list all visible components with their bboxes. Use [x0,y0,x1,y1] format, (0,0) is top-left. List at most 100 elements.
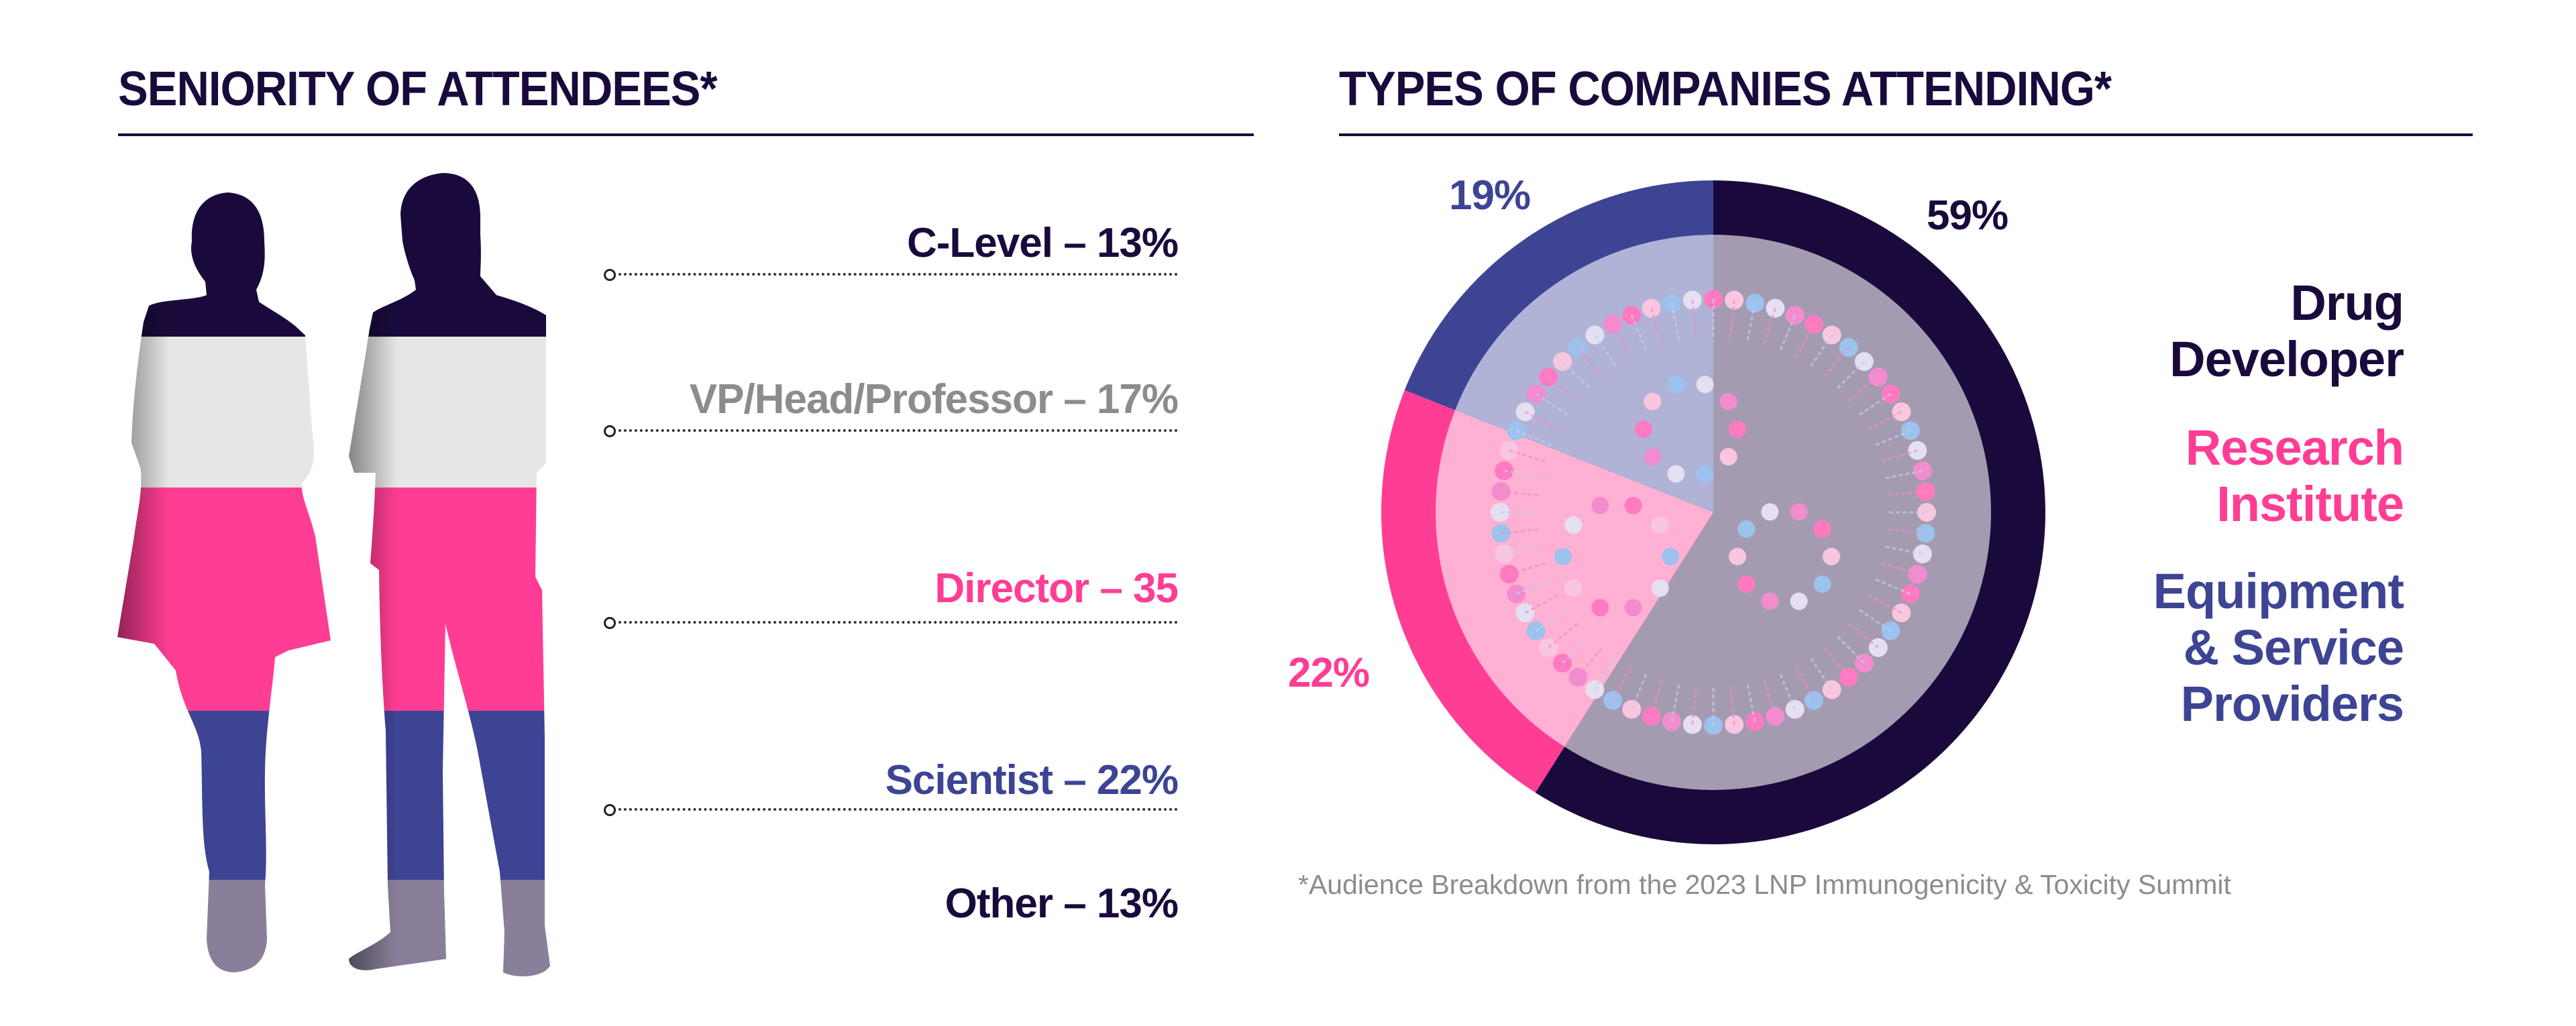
lipid-tail [1503,469,1544,480]
seniority-divider [118,133,1254,136]
lipid-tail [1630,671,1648,710]
lipid-tail [1670,302,1681,343]
companies-title: TYPES OF COMPANIES ATTENDING* [1339,62,2112,116]
lipid-tail [1509,561,1548,575]
legend-research-institute: Research Institute [2186,420,2404,532]
lipid-tail [1822,645,1849,678]
lipid-dot [1790,592,1808,610]
lipid-tail [1501,528,1542,534]
legend-text: & Service [2183,620,2404,675]
lipid-dot [1761,503,1779,521]
lipid-tail [1630,315,1648,353]
lipid-tail [1846,376,1879,404]
lipid-dot [1624,599,1642,617]
lipid-tail [1515,429,1554,447]
companies-divider [1339,133,2473,136]
lipid-dot [1564,516,1582,534]
lipid-tail [1524,410,1562,432]
lipid-tail [1809,655,1833,691]
lipid-tail [1691,684,1698,725]
lipid-tail [1885,528,1926,534]
lipid-dot [1644,392,1662,410]
lipid-dot [1761,592,1779,610]
lipid-dot [1624,496,1642,514]
lipid-dot [1591,599,1609,617]
lipid-dot [1737,520,1756,538]
lipid-tail [1562,361,1592,391]
legend-drug-developer: Drug Developer [2169,275,2404,388]
pie-label-equipment: 19% [1449,172,1531,219]
lipid-dot [1729,420,1746,438]
lipid-tail [1809,334,1833,369]
lipid-dot [1651,579,1669,597]
lipid-dot [1729,548,1746,565]
leader-line-vp [604,425,1178,437]
lipid-tail [1650,308,1664,347]
lipid-tail [1577,347,1605,380]
lipid-tail [1872,577,1911,595]
lipid-tail [1562,634,1592,664]
lipid-tail [1611,664,1633,701]
lipid-tail [1885,490,1926,497]
seniority-label-vp: VP/Head/Professor – 17% [689,376,1179,422]
lipid-dot [1591,496,1609,514]
lipid-tail [1856,393,1892,417]
lipid-dot [1635,420,1652,438]
lipid-tail [1501,490,1542,497]
legend-text: Providers [2180,676,2404,732]
leader-line-c-level [604,269,1178,281]
seniority-label-other: Other – 13% [945,880,1179,927]
footnote: *Audience Breakdown from the 2023 LNP Im… [1298,869,2231,900]
lipid-tail [1794,664,1815,701]
lipid-tail [1762,308,1776,347]
lipid-tail [1794,323,1815,361]
lipid-dot [1823,548,1840,565]
lipid-tail [1577,645,1605,678]
lipid-dot [1719,448,1737,466]
lipid-tail [1872,429,1911,447]
lipid-tail [1594,655,1618,691]
lipid-tail [1746,681,1756,722]
lipid-tail [1865,410,1902,432]
lipid-dot [1813,575,1831,593]
lipid-tail [1882,545,1923,555]
seniority-label-director: Director – 35 [934,565,1179,612]
pie-label-drug: 59% [1927,192,2008,239]
legend-text: Developer [2169,331,2404,387]
lipid-dot [1564,579,1582,597]
seniority-label-scientist: Scientist – 22% [885,757,1179,803]
lipid-tail [1729,684,1735,725]
leader-line-scientist [604,804,1178,816]
lipid-dot [1696,465,1714,483]
lipid-tail [1856,608,1892,632]
lipid-dot [1696,376,1714,394]
lipid-tail [1535,608,1570,632]
lipid-tail [1729,300,1735,341]
lipid-dot [1790,503,1808,521]
lipid-tail [1650,677,1664,717]
lipid-tail [1691,300,1698,341]
lipid-tail [1822,347,1849,380]
lipid-tail [1835,634,1865,664]
lipid-tail [1515,577,1554,595]
lipid-tail [1548,621,1580,648]
lipid-tail [1778,671,1796,710]
lipid-tail [1746,302,1756,343]
legend-text: Institute [2216,476,2404,532]
seniority-title: SENIORITY OF ATTENDEES* [118,62,718,116]
lipid-tail [1548,376,1580,404]
nanoparticle-illustration [1491,290,1936,735]
legend-equipment-service: Equipment & Service Providers [2153,563,2404,732]
lipid-tail [1882,469,1923,480]
lipid-tail [1778,315,1796,353]
lipid-tail [1594,334,1618,369]
lipid-tail [1535,393,1570,417]
lipid-dot [1644,448,1662,466]
legend-text: Research [2185,420,2404,475]
lipid-tail [1878,561,1918,575]
pie-label-research: 22% [1288,650,1370,696]
lipid-dot [1737,575,1756,593]
attendee-silhouettes [117,173,550,976]
lipid-tail [1670,681,1681,722]
